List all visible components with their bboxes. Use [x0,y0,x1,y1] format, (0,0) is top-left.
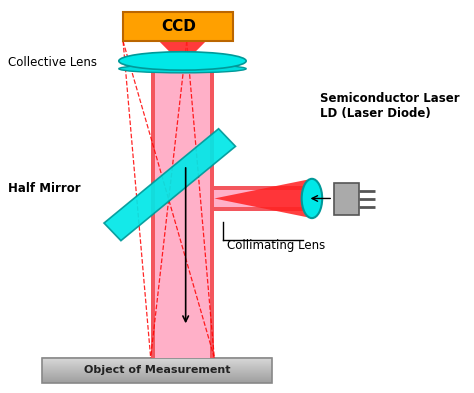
Bar [210,57,214,358]
Polygon shape [104,129,236,241]
Bar [214,207,312,211]
Text: Object of Measurement: Object of Measurement [84,365,230,375]
Bar [214,186,312,190]
Text: Collective Lens: Collective Lens [9,56,98,70]
Text: Half Mirror: Half Mirror [9,182,81,195]
Ellipse shape [119,64,246,73]
Ellipse shape [301,179,322,218]
FancyBboxPatch shape [335,183,359,215]
Bar [214,186,312,211]
Text: Semiconductor Laser
LD (Laser Diode): Semiconductor Laser LD (Laser Diode) [320,92,460,120]
Bar [123,12,233,41]
Text: CCD: CCD [161,19,196,34]
Bar [151,57,155,358]
Bar [151,57,214,358]
Polygon shape [159,41,206,65]
Text: Collimating Lens: Collimating Lens [227,239,325,252]
Ellipse shape [119,52,246,70]
Polygon shape [214,180,308,217]
